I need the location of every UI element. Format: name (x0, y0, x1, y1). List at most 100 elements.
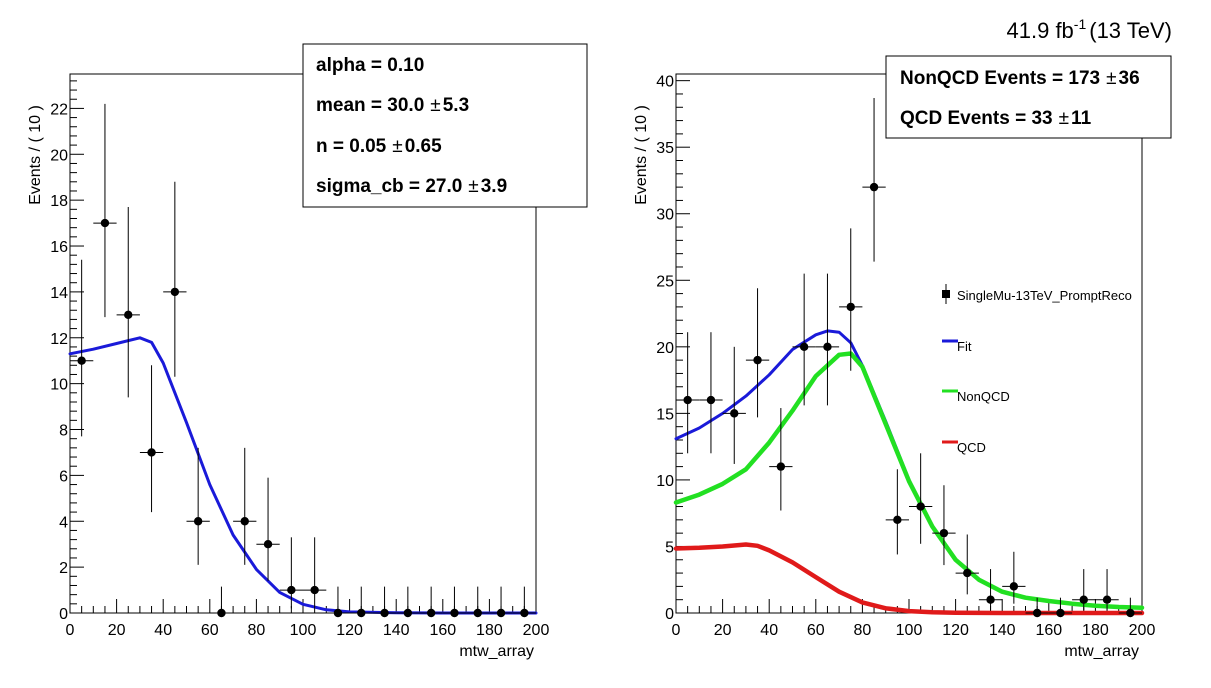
legend-marker (942, 290, 950, 298)
data-point (77, 356, 86, 365)
data-point (170, 287, 180, 297)
data-point (799, 342, 809, 352)
luminosity-label: 41.9 fb-1 (13 TeV) (1007, 16, 1172, 43)
stats-label: alpha = (316, 55, 387, 76)
x-tick-label: 20 (714, 622, 732, 639)
y-tick-label: 4 (59, 514, 68, 531)
data-point (1009, 582, 1019, 591)
data-point (730, 409, 739, 418)
data-point (520, 608, 529, 618)
data-point (1079, 595, 1088, 604)
y-tick-label: 2 (59, 560, 68, 577)
stats-row: n = 0.05 ±0.65 (316, 136, 442, 157)
data-point (287, 585, 296, 595)
y-tick-label: 5 (665, 539, 674, 556)
stats-row: sigma_cb = 27.0 ±3.9 (316, 176, 507, 197)
x-tick-label: 40 (154, 622, 172, 639)
x-tick-label: 0 (66, 622, 75, 639)
x-tick-label: 20 (108, 622, 126, 639)
stats-row: mean = 30.0 ±5.3 (316, 95, 469, 116)
y-tick-label: 18 (50, 193, 68, 210)
data-point (893, 515, 902, 525)
y-tick-label: 10 (656, 473, 674, 490)
x-axis-title: mtw_array (1064, 643, 1139, 660)
x-tick-label: 160 (429, 622, 456, 639)
fit-curve-qcd (673, 542, 1145, 616)
stats-row: QCD Events = 33 ±11 (900, 108, 1092, 129)
stats-value: 27.0 (425, 176, 462, 197)
y-tick-label: 20 (50, 147, 68, 164)
data-point (1102, 595, 1112, 604)
x-tick-label: 140 (989, 622, 1016, 639)
left-panel: 0 20 40 60 80 100 120 140 160 180 200 0 2 4 6 8 10 12 14 16… (27, 43, 588, 660)
stats-error: 3.9 (481, 176, 507, 197)
right-panel: 0 20 40 60 80 100 120 140 160 180 200 0 5 10 15 20 25 30 3… (633, 55, 1172, 660)
data-point (1126, 608, 1135, 618)
data-point (403, 608, 413, 618)
data-point (846, 302, 855, 312)
data-point (100, 218, 110, 228)
data-point (683, 395, 692, 405)
data-point (147, 448, 156, 457)
data-point (986, 595, 995, 604)
stats-value: 33 (1031, 108, 1052, 129)
data-point (869, 182, 879, 192)
stats-value: 0.05 (349, 136, 386, 157)
plus-minus-symbol: ± (1106, 68, 1116, 89)
x-tick-label: 60 (201, 622, 219, 639)
data-point (124, 310, 133, 320)
x-tick-label: 160 (1035, 622, 1062, 639)
data-point (1056, 608, 1065, 618)
x-tick-label: 200 (1129, 622, 1156, 639)
x-tick-label: 0 (672, 622, 681, 639)
data-point (963, 568, 972, 578)
x-tick-label: 60 (807, 622, 825, 639)
data-point (753, 355, 762, 365)
y-tick-label: 6 (59, 468, 68, 485)
stats-label: NonQCD Events = (900, 68, 1068, 89)
y-tick-label: 35 (656, 140, 674, 157)
legend-label: SingleMu-13TeV_PromptReco (957, 288, 1132, 303)
data-point (217, 608, 226, 618)
stats-label: QCD Events = (900, 108, 1031, 129)
data-point (426, 608, 436, 618)
data-point (706, 395, 716, 405)
x-tick-label: 40 (760, 622, 778, 639)
lumi-value: 41.9 fb (1007, 18, 1074, 43)
data-point (380, 608, 389, 618)
data-point (450, 608, 459, 618)
stats-value: 173 (1068, 68, 1100, 89)
data-point (823, 342, 832, 352)
data-point (496, 608, 506, 618)
stats-error: 11 (1071, 108, 1092, 129)
legend-label: NonQCD (957, 389, 1010, 404)
data-point (333, 608, 343, 618)
stats-error: 5.3 (443, 95, 469, 116)
y-axis-title: Events / ( 10 ) (27, 105, 44, 205)
x-tick-label: 120 (942, 622, 969, 639)
data-point (240, 517, 249, 526)
x-tick-label: 180 (476, 622, 503, 639)
stats-box (302, 43, 588, 208)
y-tick-label: 20 (656, 340, 674, 357)
stats-error: 36 (1119, 68, 1140, 89)
y-tick-label: 0 (665, 606, 674, 623)
legend-label: Fit (957, 339, 972, 354)
legend-label: QCD (957, 440, 986, 455)
x-tick-label: 200 (523, 622, 550, 639)
data-point (263, 539, 273, 549)
y-tick-label: 15 (656, 406, 674, 423)
x-tick-label: 140 (383, 622, 410, 639)
x-tick-label: 80 (248, 622, 266, 639)
y-tick-label: 22 (50, 101, 68, 118)
y-tick-label: 8 (59, 423, 68, 440)
data-point (473, 608, 482, 618)
data-point (1032, 608, 1042, 618)
y-tick-label: 16 (50, 239, 68, 256)
x-tick-label: 180 (1082, 622, 1109, 639)
stats-row: NonQCD Events = 173 ±36 (900, 68, 1140, 89)
stats-error: 0.65 (405, 136, 442, 157)
plus-minus-symbol: ± (1059, 108, 1069, 129)
data-point (939, 528, 949, 538)
